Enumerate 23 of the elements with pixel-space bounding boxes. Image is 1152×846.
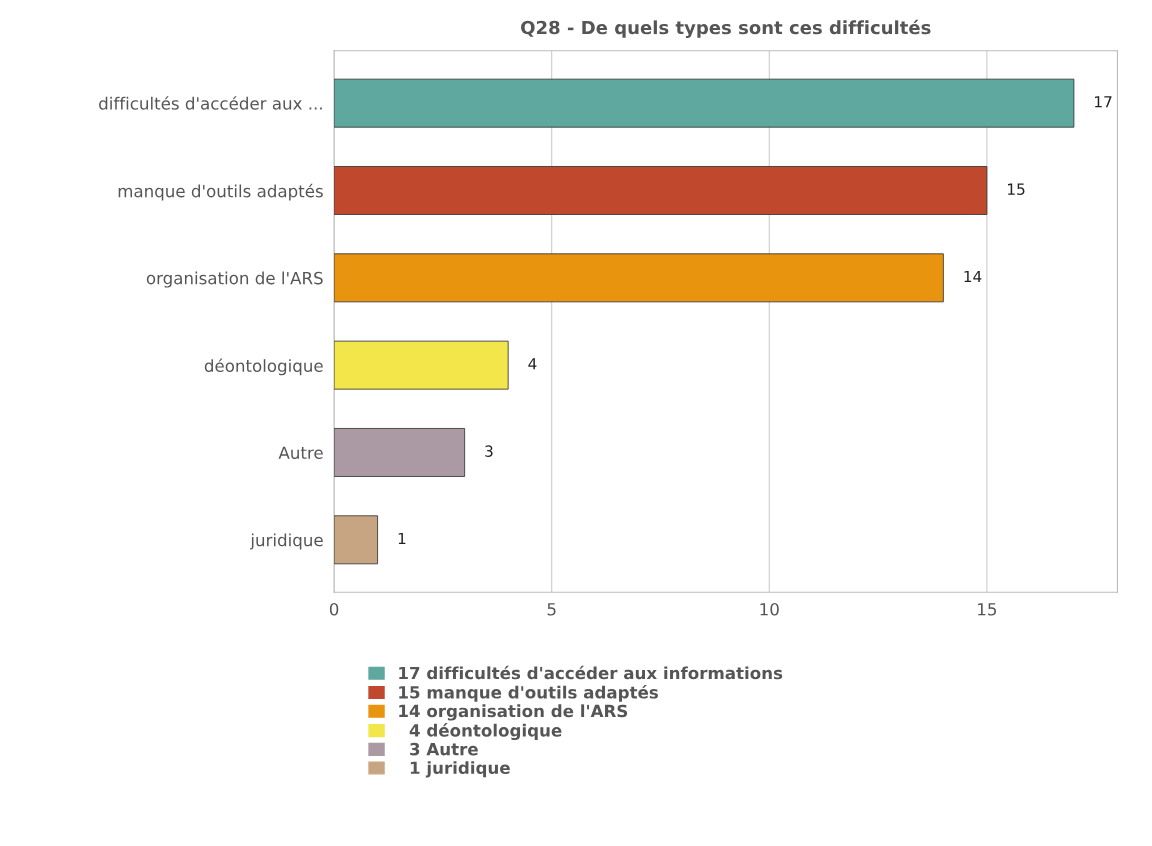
legend-label: 14 organisation de l'ARS: [399, 704, 628, 721]
data-label: 17: [1095, 96, 1112, 108]
x-tick-label: 15: [978, 603, 997, 616]
y-tick-label: Autre: [278, 446, 323, 460]
legend-label: 15 manque d'outils adaptés: [399, 685, 658, 702]
chart-title: Q28 - De quels types sont ces difficultés: [521, 19, 931, 38]
x-tick-label: 0: [329, 602, 339, 616]
data-label: 3: [485, 445, 493, 457]
y-tick-label: organisation de l'ARS: [146, 271, 323, 288]
y-tick-label: déontologique: [204, 358, 323, 376]
x-tick-label: 10: [760, 602, 779, 616]
legend-label: 1 juridique: [410, 761, 510, 778]
x-tick-label: 5: [547, 603, 556, 616]
data-label: 15: [1008, 183, 1025, 195]
legend-label: 3 Autre: [410, 742, 478, 756]
data-label: 1: [398, 532, 406, 545]
y-tick-label: juridique: [250, 533, 323, 550]
data-label: 14: [964, 270, 982, 283]
y-tick-label: manque d'outils adaptés: [118, 183, 323, 201]
y-tick-label: difficultés d'accéder aux ...: [99, 96, 322, 110]
data-label: 4: [528, 358, 537, 370]
legend-label: 4 déontologique: [409, 723, 562, 741]
legend-label: 17 difficultés d'accéder aux informations: [399, 665, 783, 680]
